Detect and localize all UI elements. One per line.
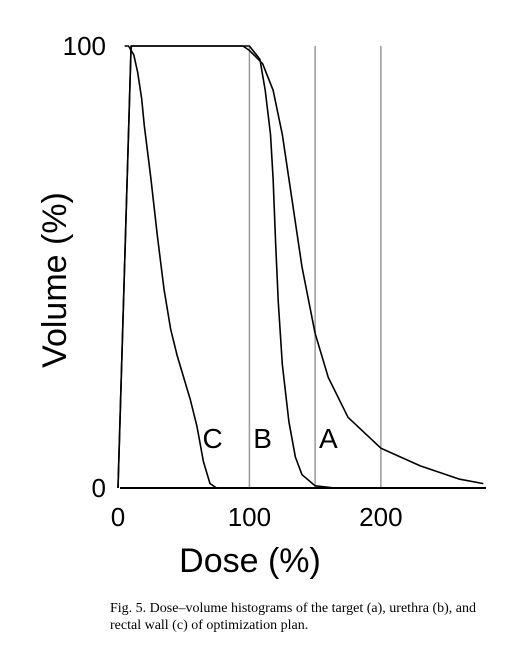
vertical-reference-lines	[248, 46, 382, 488]
curve-label-b: B	[253, 423, 272, 454]
x-tick-label: 200	[359, 502, 402, 532]
curve-label-a: A	[319, 423, 338, 454]
curve-labels: A BC	[203, 423, 338, 454]
x-tick-label: 100	[228, 502, 271, 532]
curve-label-c: C	[203, 423, 223, 454]
y-tick-label: 0	[92, 473, 106, 503]
dvh-chart: 0 100 200 0 100 A BC Dose (%) Volume (%)	[36, 31, 486, 580]
curves	[117, 45, 484, 489]
figure-caption: Fig. 5. Dose–volume histograms of the ta…	[110, 601, 476, 633]
curve-c	[124, 45, 218, 489]
y-tick-label: 100	[63, 31, 106, 61]
x-tick-label: 0	[111, 502, 125, 532]
curve-b	[117, 45, 335, 489]
y-axis-title: Volume (%)	[36, 192, 74, 368]
tick-labels: 0 100 200 0 100	[63, 31, 403, 532]
curve-a	[117, 45, 484, 489]
x-axis-title: Dose (%)	[179, 542, 321, 580]
